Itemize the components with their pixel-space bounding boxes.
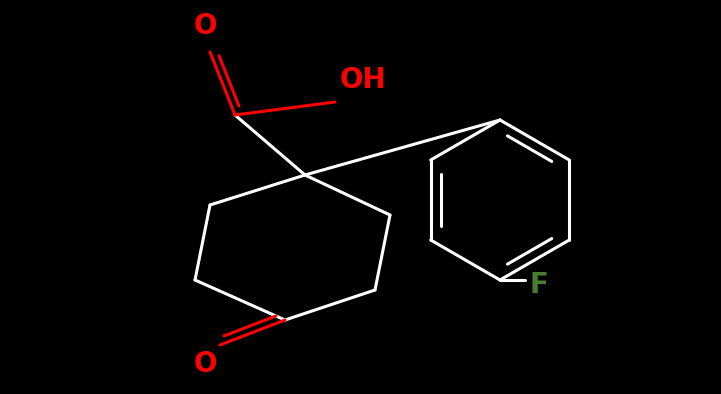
Text: O: O — [193, 12, 217, 40]
Text: O: O — [193, 350, 217, 378]
Text: F: F — [530, 271, 549, 299]
Text: OH: OH — [340, 66, 386, 94]
